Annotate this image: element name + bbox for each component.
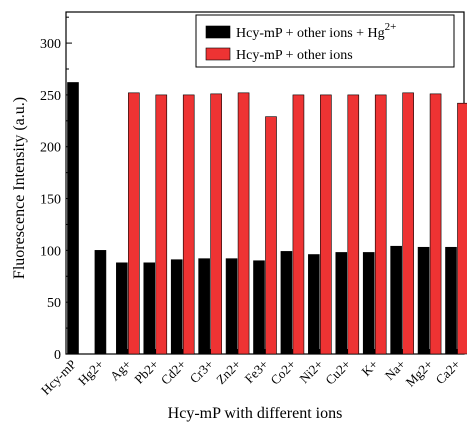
- y-tick-label: 0: [54, 348, 61, 363]
- bar-hcy-mp-other-ions-hg2--12: [390, 245, 402, 355]
- y-tick-label: 50: [47, 296, 61, 311]
- x-tick-label: Hg2+: [75, 357, 107, 389]
- bar-hcy-mp-other-ions-hg2--0: [67, 82, 79, 355]
- y-axis-title: Fluorescence Intensity (a.u.): [11, 97, 28, 279]
- bar-hcy-mp-other-ions-10: [347, 94, 360, 355]
- bar-hcy-mp-other-ions-5: [210, 93, 222, 355]
- x-tick-label: Cr3+: [187, 357, 217, 387]
- legend-swatch-series-1: [205, 25, 231, 39]
- bar-hcy-mp-other-ions-8: [292, 94, 305, 355]
- bar-hcy-mp-other-ions-hg2--9: [308, 254, 320, 355]
- y-tick-label: 200: [40, 141, 61, 156]
- y-axis: 0 50 100 150 200 250 300: [40, 16, 72, 363]
- bar-hcy-mp-other-ions-2: [128, 92, 140, 355]
- bar-hcy-mp-other-ions-hg2--4: [170, 259, 183, 355]
- bar-hcy-mp-other-ions-9: [320, 94, 332, 355]
- legend-label-series-1: Hcy-mP + other ions + Hg2+: [236, 21, 396, 41]
- bars-layer: [67, 82, 467, 355]
- x-tick-label: K+: [358, 357, 380, 379]
- y-tick-label: 100: [40, 244, 61, 259]
- y-tick-label: 150: [40, 193, 61, 208]
- bar-hcy-mp-other-ions-6: [237, 92, 250, 355]
- bar-hcy-mp-other-ions-12: [402, 92, 414, 355]
- y-tick-label: 250: [40, 89, 61, 104]
- y-tick-label: 300: [40, 37, 61, 52]
- bar-hcy-mp-other-ions-hg2--6: [225, 258, 238, 355]
- bar-hcy-mp-other-ions-4: [182, 94, 195, 355]
- bar-hcy-mp-other-ions-hg2--1: [94, 250, 107, 355]
- bar-hcy-mp-other-ions-hg2--5: [198, 258, 210, 355]
- x-tick-label: Cd2+: [158, 357, 189, 388]
- bar-hcy-mp-other-ions-3: [155, 94, 168, 355]
- bar-hcy-mp-other-ions-13: [429, 93, 442, 355]
- bar-hcy-mp-other-ions-11: [374, 94, 387, 355]
- bar-hcy-mp-other-ions-hg2--3: [143, 262, 156, 355]
- x-tick-label: Ni2+: [296, 357, 326, 387]
- bar-hcy-mp-other-ions-hg2--14: [445, 246, 457, 355]
- x-tick-label: Fe3+: [242, 357, 272, 387]
- x-tick-label: Zn2+: [213, 357, 244, 388]
- legend-swatch-series-2: [205, 47, 231, 61]
- bar-hcy-mp-other-ions-hg2--10: [335, 252, 348, 355]
- legend-box: [195, 14, 455, 68]
- bar-hcy-mp-other-ions-hg2--13: [417, 246, 430, 355]
- x-tick-label: Pb2+: [131, 357, 161, 387]
- bar-hcy-mp-other-ions-hg2--11: [362, 252, 375, 355]
- legend-label-series-2: Hcy-mP + other ions: [236, 48, 353, 63]
- x-axis-title: Hcy-mP with different ions: [168, 405, 343, 422]
- x-tick-label: Ag+: [107, 357, 134, 384]
- bar-hcy-mp-other-ions-14: [457, 102, 467, 355]
- x-tick-label: Cu2+: [322, 357, 353, 388]
- bar-hcy-mp-other-ions-hg2--2: [116, 262, 128, 355]
- bar-hcy-mp-other-ions-7: [265, 116, 277, 355]
- x-tick-label: Co2+: [267, 357, 298, 388]
- x-tick-label: Ca2+: [433, 357, 464, 388]
- legend: Hcy-mP + other ions + Hg2+ Hcy-mP + other…: [195, 14, 455, 68]
- x-tick-label: Mg2+: [403, 357, 436, 390]
- bar-hcy-mp-other-ions-hg2--8: [280, 251, 293, 355]
- bar-hcy-mp-other-ions-hg2--7: [253, 260, 265, 355]
